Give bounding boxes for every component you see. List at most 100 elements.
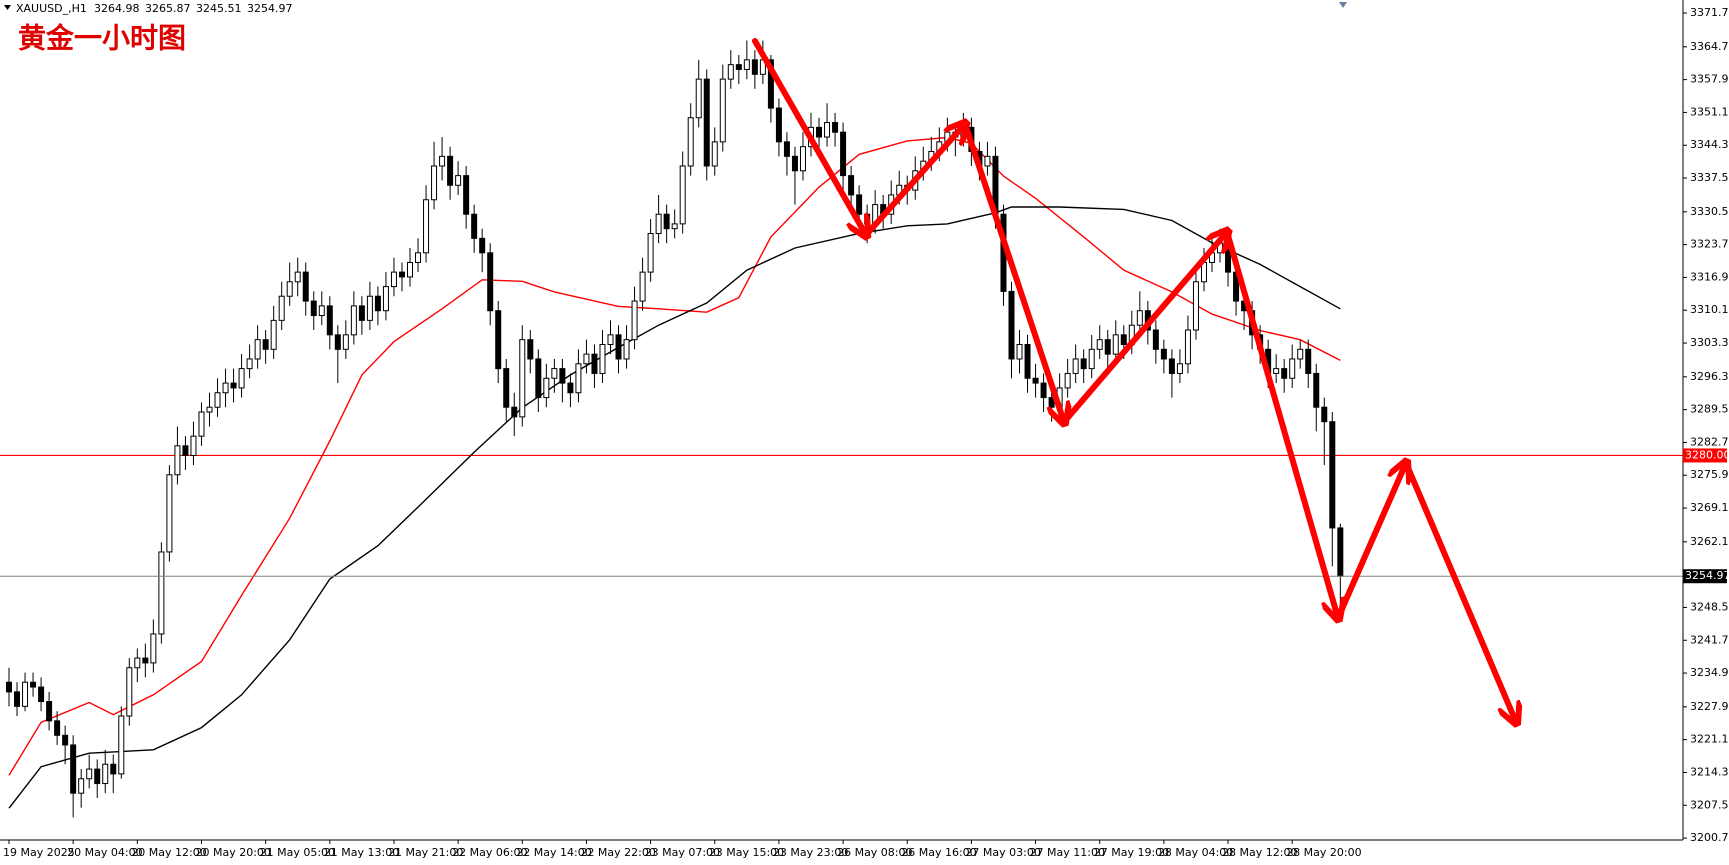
y-tick-label: 3296.30: [1690, 370, 1729, 383]
candle-body: [767, 59, 774, 109]
candle-body: [751, 59, 758, 75]
header-high: 3265.87: [145, 2, 191, 15]
candle-body: [382, 286, 389, 312]
candle-body: [599, 343, 606, 374]
y-tick-label: 3214.30: [1690, 765, 1729, 778]
header-close: 3254.97: [247, 2, 293, 15]
candle-body: [591, 353, 598, 374]
candle-body: [783, 141, 790, 157]
y-tick-label: 3262.10: [1690, 535, 1729, 548]
candle-body: [551, 368, 558, 379]
candle-body: [1168, 358, 1175, 374]
candle-body: [711, 141, 718, 167]
candle-body: [158, 551, 165, 635]
candle-body: [679, 165, 686, 225]
x-tick-label: 23 May 23:00: [773, 846, 848, 859]
candle-body: [864, 213, 871, 225]
candle-body: [655, 213, 662, 235]
candle-body: [735, 64, 742, 70]
candle-body: [1337, 527, 1344, 577]
candle-body: [439, 155, 446, 167]
candle-body: [366, 295, 373, 321]
x-tick-label: 20 May 04:00: [67, 846, 142, 859]
candle-body: [1305, 348, 1312, 374]
candle-body: [495, 310, 502, 370]
candle-body: [1184, 329, 1191, 365]
candle-body: [407, 261, 413, 278]
x-tick-label: 22 May 22:00: [580, 846, 655, 859]
candle-body: [559, 368, 566, 384]
x-tick-label: 19 May 2025: [3, 846, 75, 859]
candle-body: [984, 155, 991, 167]
y-tick-label: 3289.50: [1690, 403, 1729, 416]
header-low: 3245.51: [196, 2, 242, 15]
candle-body: [222, 382, 229, 394]
candle-body: [54, 720, 61, 736]
candle-body: [94, 768, 101, 785]
x-tick-label: 21 May 13:00: [324, 846, 399, 859]
current-price-box: [1683, 569, 1727, 584]
shift-marker: [1339, 2, 1347, 8]
y-tick-label: 3330.50: [1690, 205, 1729, 218]
chart-title: 黄金一小时图: [18, 22, 186, 55]
x-tick-label: 21 May 05:00: [260, 846, 335, 859]
candle-body: [166, 474, 173, 553]
x-tick-label: 21 May 21:00: [388, 846, 463, 859]
candle-body: [46, 701, 53, 722]
candle-body: [1321, 406, 1328, 423]
y-tick-label: 3316.90: [1690, 270, 1729, 283]
candle-body: [1152, 329, 1159, 350]
candle-body: [62, 734, 69, 746]
candle-body: [302, 271, 309, 302]
candle-body: [583, 353, 590, 365]
candle-body: [1136, 310, 1143, 326]
candle-body: [671, 223, 678, 230]
candle-body: [374, 295, 381, 312]
y-tick-label: 3227.90: [1690, 700, 1729, 713]
candle-body: [1104, 339, 1111, 355]
candle-body: [254, 339, 261, 360]
candle-body: [174, 445, 181, 476]
candle-body: [30, 681, 37, 688]
candle-body: [70, 744, 77, 794]
x-tick-label: 20 May 20:00: [195, 846, 270, 859]
candle-body: [575, 363, 582, 394]
arrow: [1224, 229, 1338, 618]
candle-body: [118, 715, 125, 775]
candle-body: [703, 78, 710, 167]
candle-body: [647, 233, 654, 273]
candle-body: [318, 305, 325, 317]
x-tick-label: 26 May 08:00: [837, 846, 912, 859]
candle-body: [775, 107, 782, 143]
candle-body: [1120, 334, 1127, 345]
x-tick-label: 26 May 16:00: [901, 846, 976, 859]
x-tick-label: 28 May 12:00: [1222, 846, 1297, 859]
candle-body: [695, 78, 702, 119]
y-tick-label: 3200.70: [1690, 831, 1729, 844]
candle-body: [294, 271, 301, 283]
candle-body: [639, 271, 646, 302]
current-price-label: 3254.97: [1685, 569, 1729, 582]
x-tick-label: 20 May 12:00: [131, 846, 206, 859]
arrow: [1061, 232, 1227, 425]
x-tick-label: 27 May 11:00: [1030, 846, 1105, 859]
y-tick-label: 3351.10: [1690, 105, 1729, 118]
candle-body: [1064, 372, 1071, 389]
candle-body: [262, 339, 269, 350]
candle-body: [1016, 343, 1023, 360]
arrow: [1335, 463, 1406, 621]
candle-body: [543, 377, 550, 399]
candle-body: [1297, 348, 1304, 360]
level-label-box: [1683, 448, 1727, 463]
symbol: XAUUSD_,H1: [16, 2, 87, 15]
header-open: 3264.98: [94, 2, 140, 15]
x-tick-label: 22 May 06:00: [452, 846, 527, 859]
candle-body: [334, 334, 341, 350]
x-tick-label: 27 May 19:00: [1094, 846, 1169, 859]
candle-body: [1313, 372, 1320, 408]
candle-body: [1024, 343, 1031, 379]
candle-body: [687, 117, 694, 167]
candle-body: [415, 252, 422, 263]
candle-body: [110, 763, 117, 775]
candle-body: [1176, 363, 1183, 374]
